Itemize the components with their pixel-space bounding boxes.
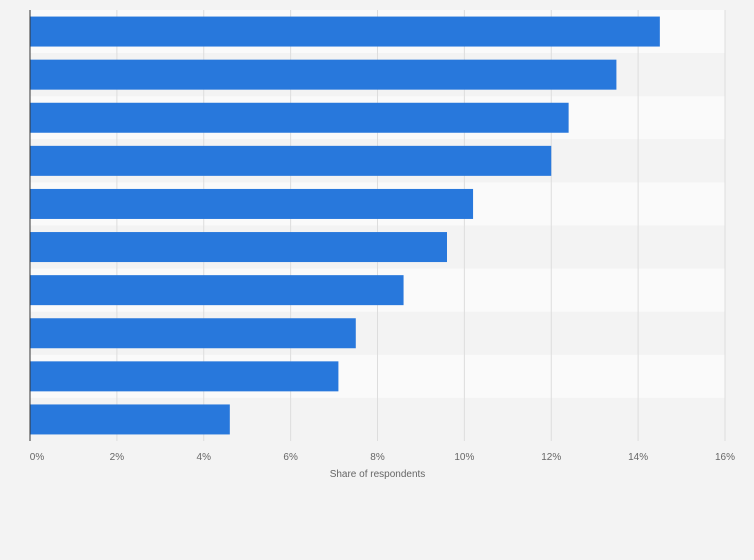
bar <box>30 318 356 349</box>
bar <box>30 145 552 176</box>
x-axis-title: Share of respondents <box>330 469 426 480</box>
x-tick-label: 10% <box>454 452 474 463</box>
bar <box>30 361 339 392</box>
bar <box>30 16 660 47</box>
x-axis-ticks: 0% 2% 4% 6% 8% 10% 12% 14% 16% <box>30 452 735 463</box>
bar <box>30 59 617 90</box>
x-tick-label: 16% <box>715 452 735 463</box>
bar <box>30 188 474 219</box>
bar <box>30 232 447 263</box>
bars <box>30 16 660 435</box>
x-tick-label: 4% <box>197 452 212 463</box>
bar <box>30 404 230 435</box>
x-tick-label: 12% <box>541 452 561 463</box>
x-tick-label: 8% <box>370 452 385 463</box>
x-tick-label: 2% <box>110 452 125 463</box>
bar <box>30 275 404 306</box>
bar <box>30 102 569 133</box>
x-tick-label: 6% <box>283 452 298 463</box>
x-tick-label: 0% <box>30 452 45 463</box>
x-tick-label: 14% <box>628 452 648 463</box>
